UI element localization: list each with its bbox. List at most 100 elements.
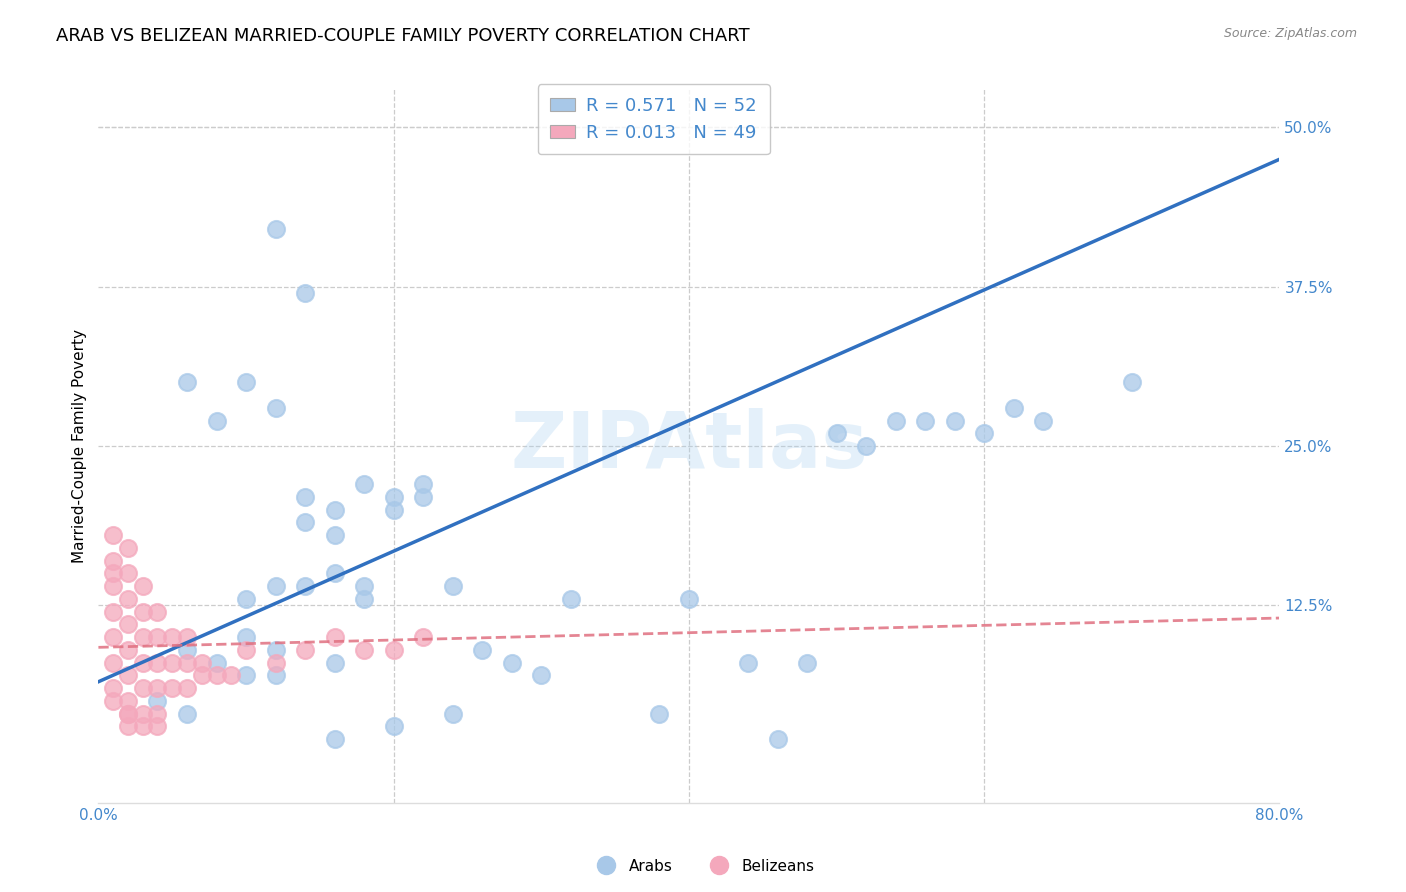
Point	[560, 591, 582, 606]
Point	[205, 413, 228, 427]
Point	[766, 732, 789, 747]
Point	[146, 694, 169, 708]
Point	[117, 694, 139, 708]
Point	[191, 656, 214, 670]
Y-axis label: Married-Couple Family Poverty: Married-Couple Family Poverty	[72, 329, 87, 563]
Point	[205, 656, 228, 670]
Legend: Arabs, Belizeans: Arabs, Belizeans	[585, 853, 821, 880]
Point	[353, 579, 375, 593]
Point	[176, 376, 198, 390]
Point	[264, 401, 287, 415]
Point	[796, 656, 818, 670]
Point	[162, 681, 183, 695]
Point	[294, 286, 316, 301]
Point	[103, 694, 125, 708]
Point	[146, 706, 169, 721]
Point	[117, 706, 139, 721]
Point	[117, 617, 139, 632]
Point	[117, 706, 139, 721]
Point	[162, 656, 183, 670]
Point	[353, 643, 375, 657]
Point	[176, 706, 198, 721]
Point	[205, 668, 228, 682]
Point	[943, 413, 966, 427]
Point	[294, 643, 316, 657]
Point	[353, 591, 375, 606]
Point	[1002, 401, 1025, 415]
Point	[103, 656, 125, 670]
Point	[471, 643, 494, 657]
Point	[1032, 413, 1054, 427]
Point	[737, 656, 759, 670]
Point	[235, 630, 257, 644]
Point	[132, 719, 155, 733]
Point	[648, 706, 671, 721]
Text: ARAB VS BELIZEAN MARRIED-COUPLE FAMILY POVERTY CORRELATION CHART: ARAB VS BELIZEAN MARRIED-COUPLE FAMILY P…	[56, 27, 749, 45]
Point	[323, 502, 346, 516]
Point	[264, 222, 287, 236]
Point	[1121, 376, 1143, 390]
Point	[103, 579, 125, 593]
Point	[323, 732, 346, 747]
Point	[117, 643, 139, 657]
Point	[235, 376, 257, 390]
Point	[264, 579, 287, 593]
Point	[235, 591, 257, 606]
Point	[323, 656, 346, 670]
Point	[146, 719, 169, 733]
Point	[132, 681, 155, 695]
Point	[501, 656, 523, 670]
Point	[162, 630, 183, 644]
Point	[176, 643, 198, 657]
Point	[412, 477, 434, 491]
Point	[441, 579, 464, 593]
Point	[146, 656, 169, 670]
Point	[294, 490, 316, 504]
Point	[914, 413, 936, 427]
Point	[825, 426, 848, 441]
Point	[382, 490, 405, 504]
Point	[117, 541, 139, 555]
Point	[132, 579, 155, 593]
Point	[530, 668, 553, 682]
Legend: R = 0.571   N = 52, R = 0.013   N = 49: R = 0.571 N = 52, R = 0.013 N = 49	[537, 84, 769, 154]
Point	[323, 528, 346, 542]
Point	[176, 681, 198, 695]
Point	[678, 591, 700, 606]
Text: ZIPAtlas: ZIPAtlas	[510, 408, 868, 484]
Point	[235, 668, 257, 682]
Point	[146, 630, 169, 644]
Point	[264, 668, 287, 682]
Point	[146, 605, 169, 619]
Point	[132, 656, 155, 670]
Point	[132, 630, 155, 644]
Point	[191, 668, 214, 682]
Text: Source: ZipAtlas.com: Source: ZipAtlas.com	[1223, 27, 1357, 40]
Point	[176, 630, 198, 644]
Point	[264, 656, 287, 670]
Point	[221, 668, 243, 682]
Point	[441, 706, 464, 721]
Point	[176, 656, 198, 670]
Point	[294, 516, 316, 530]
Point	[117, 719, 139, 733]
Point	[412, 490, 434, 504]
Point	[235, 643, 257, 657]
Point	[132, 605, 155, 619]
Point	[264, 643, 287, 657]
Point	[103, 605, 125, 619]
Point	[855, 439, 877, 453]
Point	[146, 681, 169, 695]
Point	[973, 426, 995, 441]
Point	[382, 502, 405, 516]
Point	[103, 630, 125, 644]
Point	[117, 591, 139, 606]
Point	[323, 630, 346, 644]
Point	[117, 566, 139, 581]
Point	[103, 681, 125, 695]
Point	[382, 643, 405, 657]
Point	[132, 706, 155, 721]
Point	[412, 630, 434, 644]
Point	[353, 477, 375, 491]
Point	[103, 528, 125, 542]
